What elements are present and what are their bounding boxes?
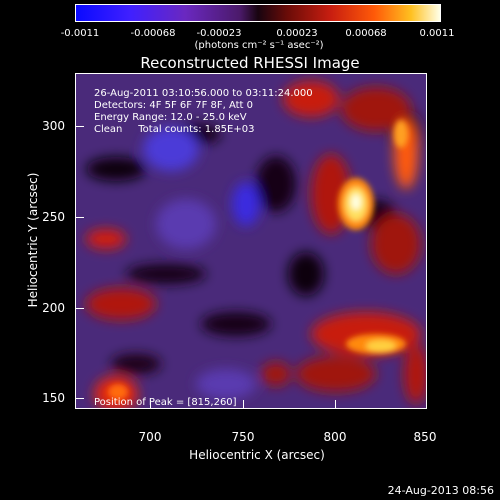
clean-counts-text: Clean Total counts: 1.85E+03 <box>94 124 255 135</box>
x-tick-label: 700 <box>138 430 162 444</box>
x-tick-mark <box>243 400 244 408</box>
colorbar-tick-label: 0.00068 <box>345 28 387 39</box>
colorbar-tick-label: -0.00023 <box>196 28 242 39</box>
footer-date: 24-Aug-2013 08:56 <box>387 484 494 497</box>
y-tick-label: 200 <box>42 301 65 315</box>
colorbar-tick-label: -0.0011 <box>60 28 100 39</box>
rhessi-image-plot <box>75 73 427 409</box>
y-tick-label: 150 <box>42 391 65 405</box>
y-tick-label: 250 <box>42 210 65 224</box>
x-tick-label: 750 <box>231 430 255 444</box>
color-bar <box>75 4 441 22</box>
colorbar-tick-label: -0.00068 <box>130 28 176 39</box>
plot-title: Reconstructed RHESSI Image <box>140 54 360 72</box>
y-tick-mark <box>76 308 84 309</box>
x-tick-mark <box>150 400 151 408</box>
colorbar-tick-label: 0.00023 <box>276 28 318 39</box>
y-axis-label: Heliocentric Y (arcsec) <box>26 172 40 308</box>
y-tick-mark <box>76 398 84 399</box>
x-tick-label: 800 <box>323 430 347 444</box>
energy-range-text: Energy Range: 12.0 - 25.0 keV <box>94 112 247 123</box>
x-axis-label: Heliocentric X (arcsec) <box>189 448 325 462</box>
colorbar-unit-label: (photons cm⁻² s⁻¹ asec⁻²) <box>194 40 324 51</box>
y-tick-mark <box>76 126 84 127</box>
time-range-text: 26-Aug-2011 03:10:56.000 to 03:11:24.000 <box>94 88 313 99</box>
rhessi-image <box>76 74 426 408</box>
y-tick-mark <box>76 217 84 218</box>
x-tick-label: 850 <box>413 430 437 444</box>
y-tick-label: 300 <box>42 119 65 133</box>
detectors-text: Detectors: 4F 5F 6F 7F 8F, Att 0 <box>94 100 254 111</box>
colorbar-tick-label: 0.0011 <box>419 28 455 39</box>
peak-position-text: Position of Peak = [815,260] <box>94 397 237 408</box>
x-tick-mark <box>335 400 336 408</box>
